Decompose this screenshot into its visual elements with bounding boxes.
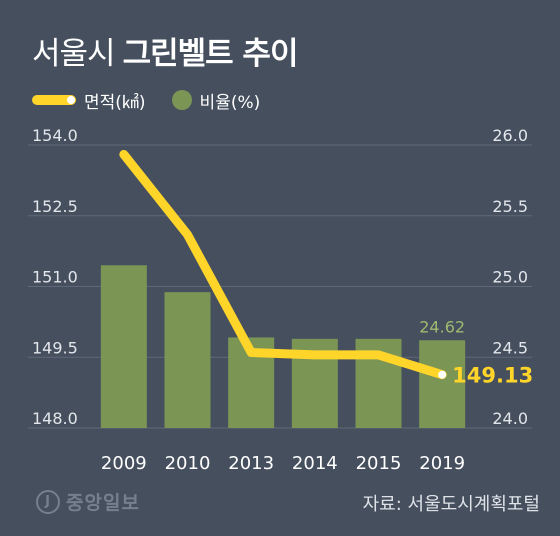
legend-bar-swatch xyxy=(171,90,192,110)
right-tick-label: 24.5 xyxy=(492,338,528,357)
legend-bar-label: 비율(%) xyxy=(199,92,261,113)
right-tick-label: 24.0 xyxy=(492,409,528,428)
line-end-point xyxy=(438,370,447,379)
publisher-logo: J 중앙일보 xyxy=(36,488,140,515)
x-tick-label: 2010 xyxy=(165,453,211,474)
legend: 면적(㎢) 비율(%) xyxy=(32,88,261,113)
legend-line-label: 면적(㎢) xyxy=(84,92,146,113)
title-plain: 서울시 xyxy=(32,36,116,72)
left-tick-label: 149.5 xyxy=(32,338,78,357)
left-tick-label: 148.0 xyxy=(32,409,78,428)
x-tick-label: 2019 xyxy=(419,453,465,474)
left-tick-label: 151.0 xyxy=(32,268,78,287)
title-bold: 그린벨트 추이 xyxy=(122,36,299,72)
last-bar-data-label: 24.62 xyxy=(419,317,465,336)
bar xyxy=(100,265,147,428)
line-series xyxy=(119,149,447,380)
right-tick-label: 26.0 xyxy=(492,126,528,145)
logo-text: 중앙일보 xyxy=(66,492,140,514)
last-line-data-label: 149.13 xyxy=(452,364,533,388)
x-tick-label: 2014 xyxy=(292,453,338,474)
left-tick-label: 152.5 xyxy=(32,197,78,216)
right-tick-label: 25.5 xyxy=(492,197,528,216)
x-tick-label: 2015 xyxy=(356,453,402,474)
x-tick-label: 2013 xyxy=(228,453,274,474)
chart-title: 서울시 그린벨트 추이 xyxy=(32,28,299,73)
left-tick-label: 154.0 xyxy=(32,126,78,145)
bar xyxy=(164,292,211,428)
legend-line-swatch xyxy=(32,95,76,105)
right-tick-label: 25.0 xyxy=(492,268,528,287)
x-tick-label: 2009 xyxy=(101,453,147,474)
source-note: 자료: 서울도시계획포털 xyxy=(362,494,540,515)
bar xyxy=(419,340,466,428)
logo-icon: J xyxy=(36,489,60,514)
